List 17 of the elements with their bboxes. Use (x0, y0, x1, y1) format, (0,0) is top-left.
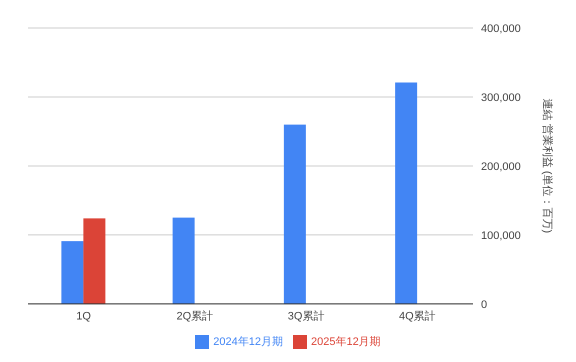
y-tick-label: 400,000 (481, 22, 521, 35)
y-tick-label: 300,000 (481, 92, 521, 104)
legend-label: 2024年12月期 (213, 336, 283, 348)
bar (395, 82, 418, 304)
bar (172, 218, 195, 304)
bar (284, 124, 306, 304)
legend-label: 2025年12月期 (311, 336, 381, 348)
x-tick-label: 2Q累計 (176, 310, 214, 323)
y-tick-label: 200,000 (481, 160, 521, 173)
bar (83, 218, 106, 304)
y-tick-label: 100,000 (481, 230, 521, 242)
x-tick-label: 3Q累計 (288, 310, 324, 323)
x-tick-label: 4Q累計 (399, 310, 436, 323)
y-tick-label: 0 (481, 298, 488, 311)
x-tick-label: 1Q (76, 310, 92, 323)
bar (61, 241, 84, 304)
y-axis-title: 連結 営業利益 (単位：百万) (541, 98, 554, 234)
